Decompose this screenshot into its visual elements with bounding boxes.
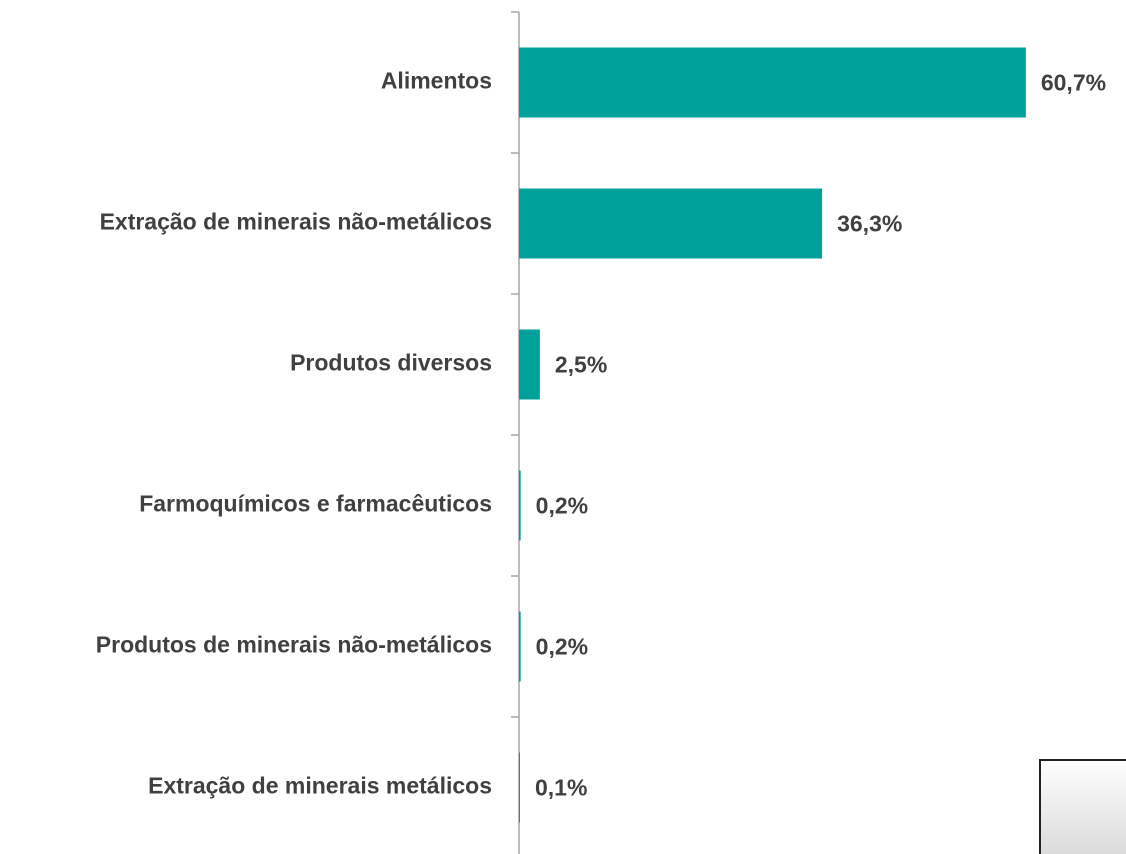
category-label: Extração de minerais metálicos — [148, 773, 492, 799]
category-label: Extração de minerais não-metálicos — [100, 209, 492, 235]
value-label: 36,3% — [837, 211, 902, 237]
value-label: 0,2% — [536, 493, 588, 519]
category-label: Farmoquímicos e farmacêuticos — [139, 491, 492, 517]
bar — [519, 329, 540, 400]
value-label: 0,2% — [536, 634, 588, 660]
corner-box — [1039, 759, 1126, 854]
category-label: Produtos de minerais não-metálicos — [96, 632, 492, 658]
category-label: Alimentos — [381, 68, 492, 94]
value-label: 2,5% — [555, 352, 607, 378]
value-label: 60,7% — [1041, 70, 1106, 96]
bar — [519, 611, 521, 682]
value-label: 0,1% — [535, 775, 587, 801]
bar — [519, 188, 823, 259]
category-label: Produtos diversos — [290, 350, 492, 376]
bar — [519, 470, 521, 541]
bar — [519, 47, 1026, 118]
bar — [519, 752, 520, 823]
